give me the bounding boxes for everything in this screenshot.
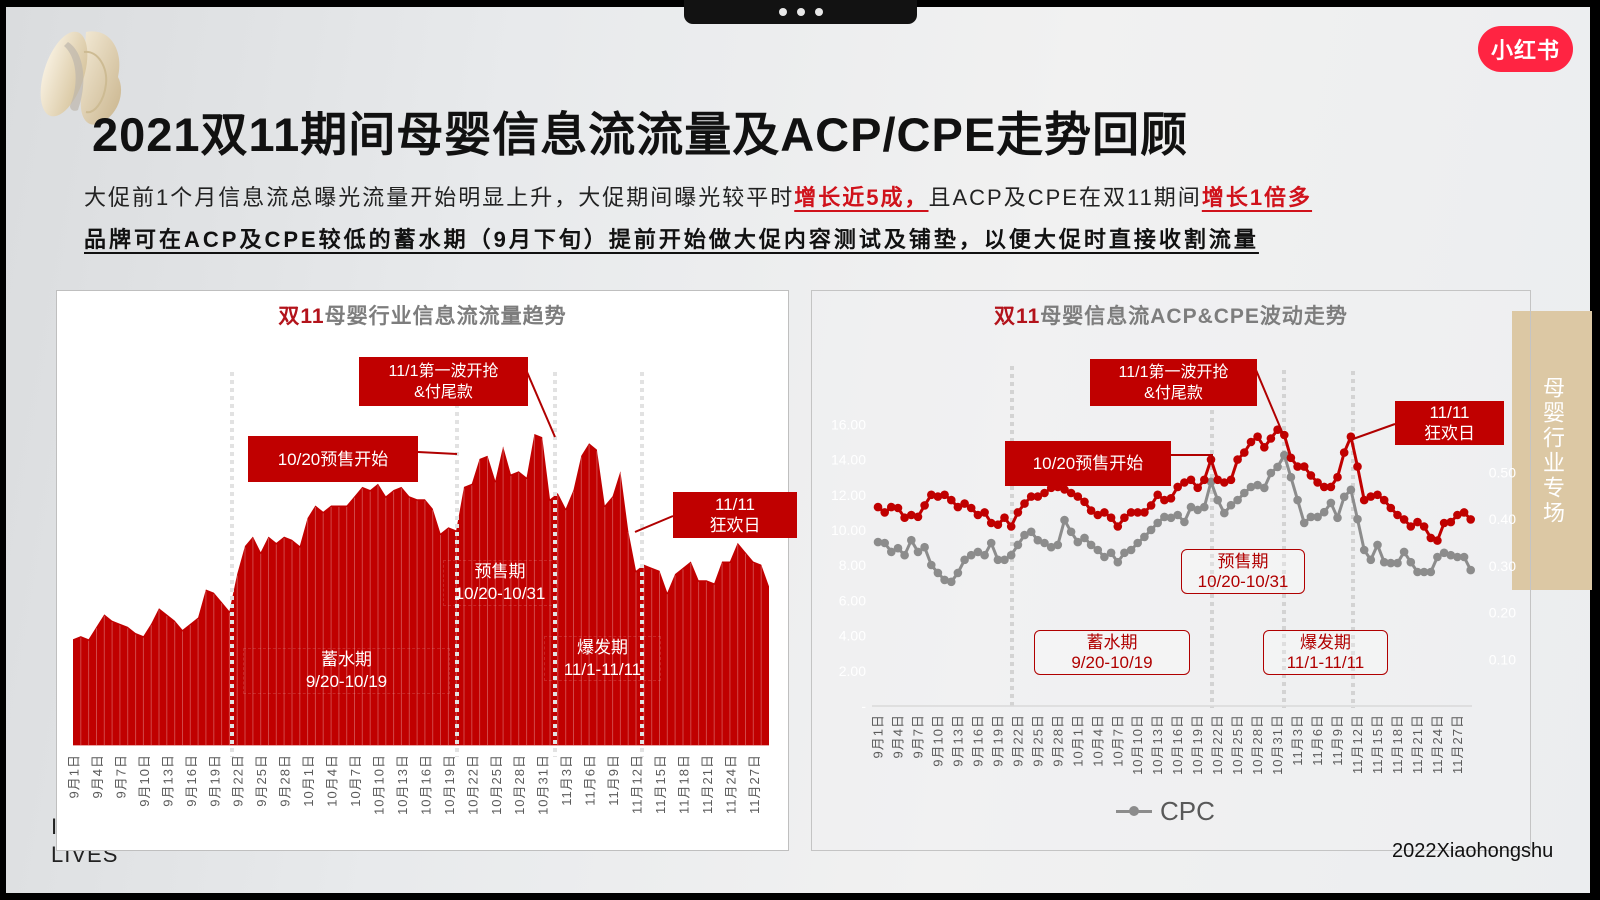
annotation-text: 狂欢日 — [1424, 424, 1475, 443]
chart-legend: CPC — [1116, 796, 1215, 826]
period-label-accumulation: 蓄水期 9/20-10/19 — [243, 648, 450, 694]
annotation-text: &付尾款 — [414, 383, 473, 401]
period-name: 爆发期 — [1300, 632, 1351, 652]
annotation-first-wave: 11/1第一波开抢 &付尾款 — [1090, 359, 1257, 406]
copyright-text: 2022Xiaohongshu — [1392, 840, 1554, 862]
period-range: 10/20-10/31 — [1197, 571, 1289, 591]
period-label-presale: 预售期 10/20-10/31 — [1181, 549, 1305, 594]
annotation-text: &付尾款 — [1144, 384, 1203, 402]
menu-dot-icon — [796, 8, 805, 16]
period-name: 爆发期 — [577, 637, 628, 657]
brand-watermark-line1: I — [51, 814, 58, 839]
window-menu-pill[interactable] — [684, 0, 917, 24]
period-name: 预售期 — [1217, 551, 1269, 571]
summary-line-2: 品牌可在ACP及CPE较低的蓄水期（9月下旬）提前开始做大促内容测试及铺垫，以便… — [84, 227, 1259, 252]
decorative-shell-icon — [40, 31, 122, 125]
side-tab-category: 母婴行业专场 — [1512, 311, 1592, 590]
period-label-presale: 预售期 10/20-10/31 — [443, 560, 557, 606]
title-highlight: 双11 — [278, 305, 325, 328]
page-title: 2021双11期间母婴信息流流量及ACP/CPE走势回顾 — [92, 108, 1189, 161]
annotation-presale-start: 10/20预售开始 — [248, 436, 418, 482]
annotation-double11-day: 11/11 狂欢日 — [1395, 401, 1504, 445]
period-name: 蓄水期 — [321, 650, 372, 669]
annotation-first-wave: 11/1第一波开抢 &付尾款 — [359, 357, 528, 406]
annotation-text: 10/20预售开始 — [277, 449, 389, 469]
summary-text: 且ACP及CPE在双11期间 — [928, 185, 1202, 210]
period-name: 预售期 — [474, 562, 526, 581]
menu-dot-icon — [778, 8, 787, 16]
period-range: 10/20-10/31 — [454, 584, 546, 603]
annotation-text: 10/20预售开始 — [1032, 454, 1144, 473]
period-range: 11/1-11/11 — [563, 659, 642, 679]
period-label-accumulation: 蓄水期 9/20-10/19 — [1034, 630, 1190, 675]
acp-cpe-chart-title: 双11母婴信息流ACP&CPE波动走势 — [812, 300, 1530, 330]
period-range: 9/20-10/19 — [1071, 652, 1153, 672]
annotation-double11-day: 11/11 狂欢日 — [673, 492, 797, 538]
annotation-text: 狂欢日 — [709, 516, 761, 535]
side-tab-label: 母婴行业专场 — [1540, 375, 1565, 526]
annotation-text: 11/1第一波开抢 — [1118, 363, 1229, 381]
legend-line-marker-icon — [1116, 805, 1152, 816]
menu-dot-icon — [814, 8, 823, 16]
xiaohongshu-logo: 小红书 — [1478, 26, 1573, 72]
annotation-text: 11/1第一波开抢 — [388, 362, 499, 380]
legend-dot-icon — [1129, 805, 1139, 816]
period-label-burst: 爆发期 11/1-11/11 — [1263, 630, 1388, 675]
summary-highlight: 增长1倍多 — [1201, 185, 1313, 210]
summary-line-1: 大促前1个月信息流总曝光流量开始明显上升，大促期间曝光较平时增长近5成，且ACP… — [84, 180, 1312, 212]
summary-highlight: 增长近5成， — [794, 185, 929, 210]
period-name: 蓄水期 — [1086, 632, 1138, 652]
period-range: 11/1-11/11 — [1286, 652, 1365, 672]
title-highlight: 双11 — [994, 305, 1041, 328]
title-rest: 母婴信息流ACP&CPE波动走势 — [1040, 305, 1348, 328]
summary-text: 大促前1个月信息流总曝光流量开始明显上升，大促期间曝光较平时 — [84, 185, 795, 210]
title-rest: 母婴行业信息流流量趋势 — [324, 305, 567, 328]
period-label-burst: 爆发期 11/1-11/11 — [544, 636, 661, 681]
period-range: 9/20-10/19 — [305, 672, 388, 691]
annotation-text: 11/11 — [714, 495, 756, 514]
annotation-presale-start: 10/20预售开始 — [1005, 441, 1171, 486]
traffic-chart-title: 双11母婴行业信息流流量趋势 — [57, 300, 788, 330]
annotation-text: 11/11 — [1429, 403, 1470, 422]
legend-label: CPC — [1160, 795, 1215, 826]
